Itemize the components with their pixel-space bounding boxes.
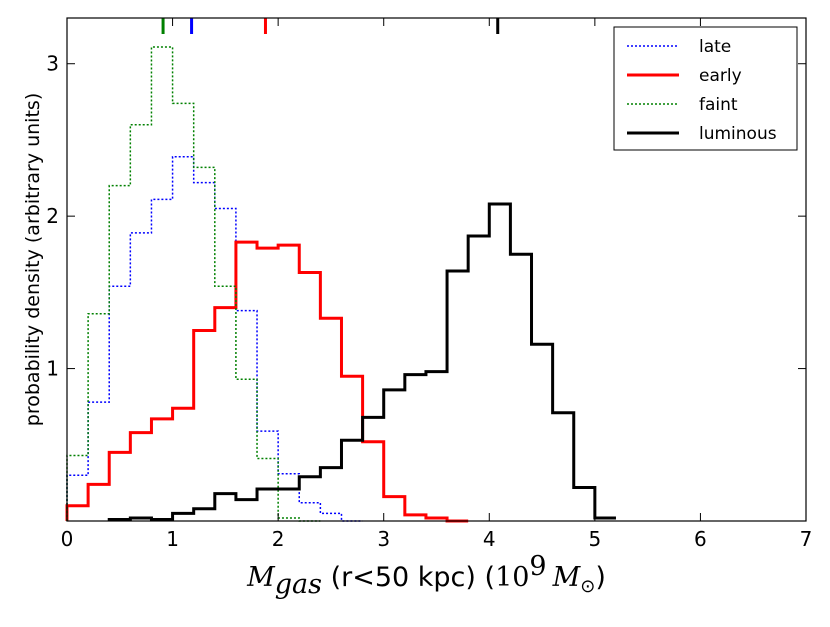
top-markers — [161, 18, 500, 34]
x-label-unit-power: 10 — [495, 562, 529, 593]
series-late-histogram — [66, 155, 363, 522]
series-layer — [65, 46, 616, 523]
series-early-histogram — [65, 240, 469, 523]
y-axis-label: probability density (arbitrary units) — [22, 93, 44, 426]
x-label-middle: (r<50 kpc) ( — [322, 562, 495, 593]
legend-label-late: late — [699, 37, 731, 57]
x-axis-label: Mgas (r<50 kpc) (109 M⊙) — [246, 551, 606, 600]
y-tick-label: 1 — [46, 357, 59, 381]
x-tick-label: 0 — [61, 527, 74, 551]
x-tick-label: 1 — [166, 527, 179, 551]
x-tick-label: 2 — [272, 527, 285, 551]
y-tick-label: 2 — [46, 204, 59, 228]
series-luminous-histogram — [107, 202, 616, 521]
x-tick-label: 6 — [694, 527, 707, 551]
legend-label-luminous: luminous — [699, 124, 777, 144]
x-label-unit-sub: ⊙ — [580, 576, 595, 597]
legend: late early faint luminous — [613, 26, 798, 151]
x-tick-label: 7 — [800, 527, 813, 551]
x-label-unit-symbol: M — [552, 562, 582, 593]
x-label-subscript: gas — [275, 569, 322, 600]
legend-box — [613, 26, 798, 151]
x-tick-label: 5 — [588, 527, 601, 551]
x-label-unit-exp: 9 — [529, 551, 546, 582]
x-label-symbol: M — [246, 562, 276, 593]
series-faint-histogram — [66, 46, 321, 522]
y-tick-label: 3 — [46, 52, 59, 76]
x-label-end: ) — [595, 562, 606, 593]
legend-label-early: early — [699, 66, 742, 86]
axis-ticks: 0 1 2 3 4 5 6 7 1 2 3 — [46, 18, 812, 551]
plot-frame — [66, 17, 807, 522]
x-tick-label: 3 — [377, 527, 390, 551]
x-tick-label: 4 — [483, 527, 496, 551]
legend-label-faint: faint — [699, 95, 738, 115]
